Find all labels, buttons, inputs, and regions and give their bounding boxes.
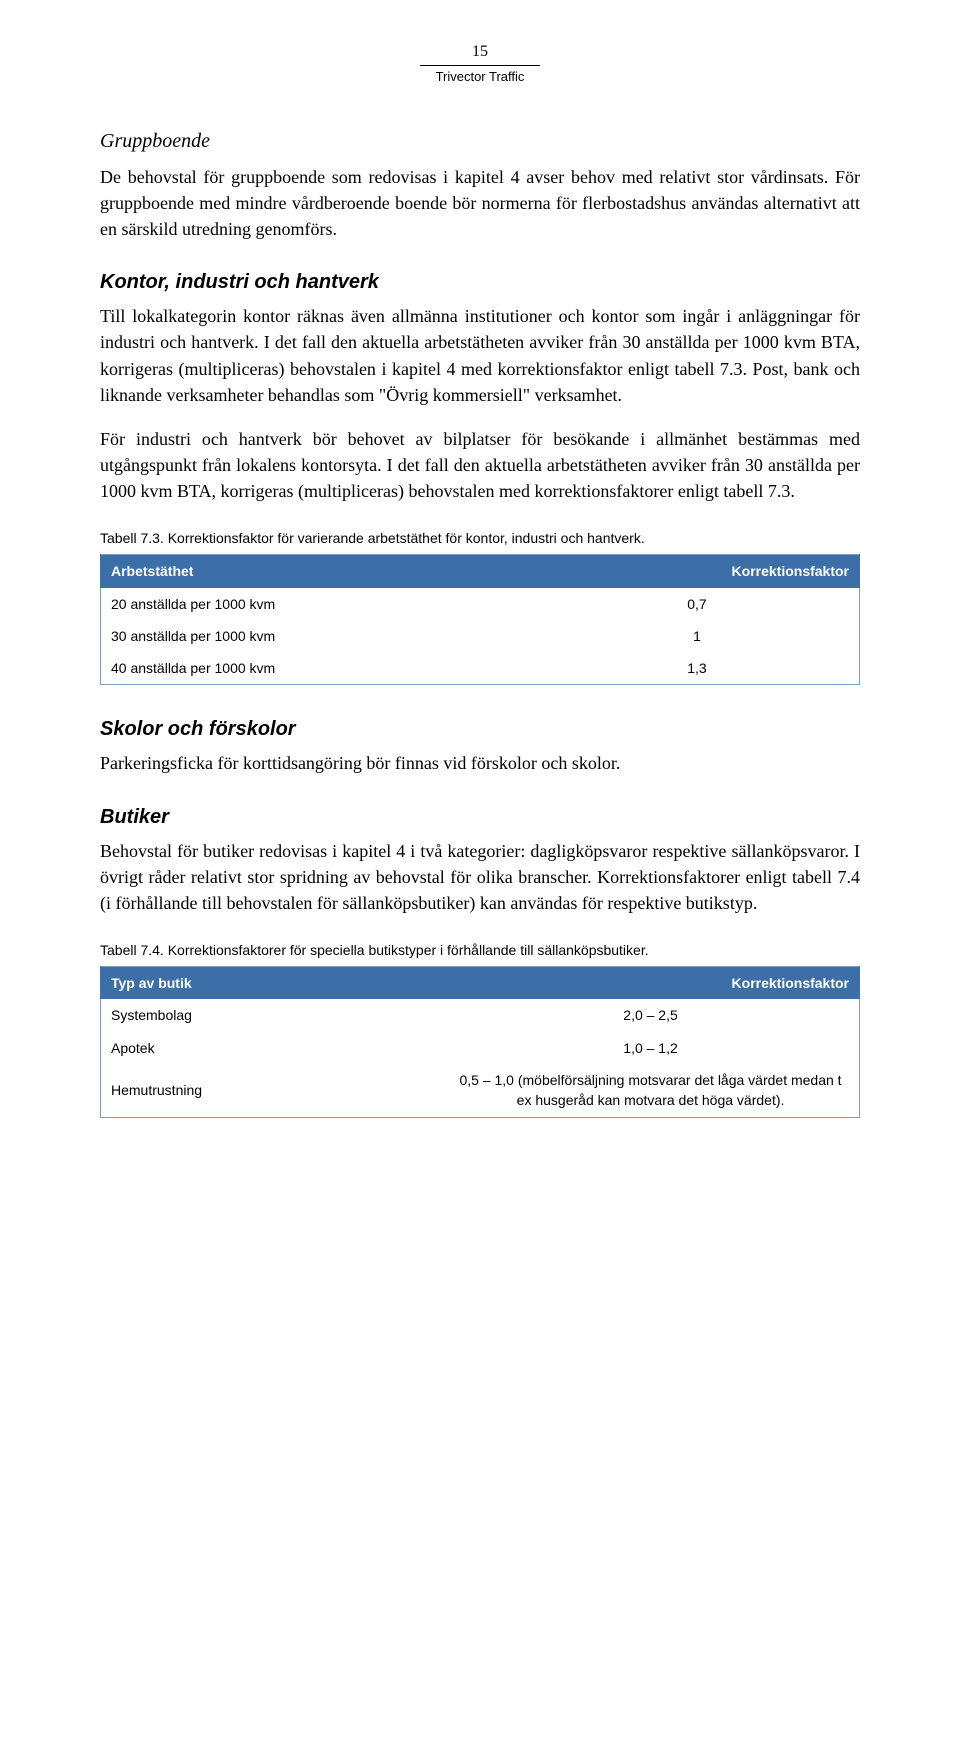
table74-r0-c1: Systembolag (101, 999, 443, 1031)
page-number: 15 (100, 40, 860, 63)
heading-butiker: Butiker (100, 803, 860, 832)
table74-r1-c1: Apotek (101, 1032, 443, 1064)
heading-gruppboende: Gruppboende (100, 127, 860, 156)
table73-r1-c2: 1 (535, 620, 860, 652)
para-butiker-1: Behovstal för butiker redovisas i kapite… (100, 838, 860, 916)
para-kontor-2: För industri och hantverk bör behovet av… (100, 426, 860, 504)
table-73: Arbetstäthet Korrektionsfaktor 20 anstäl… (100, 554, 860, 685)
table74-r0-c2: 2,0 – 2,5 (442, 999, 859, 1031)
heading-kontor: Kontor, industri och hantverk (100, 268, 860, 297)
table-74: Typ av butik Korrektionsfaktor Systembol… (100, 966, 860, 1117)
table73-col1-header: Arbetstäthet (101, 555, 535, 588)
table73-col2-header: Korrektionsfaktor (535, 555, 860, 588)
table74-r2-c2: 0,5 – 1,0 (möbelförsäljning motsvarar de… (442, 1064, 859, 1117)
table-row: Systembolag 2,0 – 2,5 (101, 999, 860, 1031)
para-gruppboende-1: De behovstal för gruppboende som redovis… (100, 164, 860, 242)
table73-r1-c1: 30 anställda per 1000 kvm (101, 620, 535, 652)
table-row: 40 anställda per 1000 kvm 1,3 (101, 652, 860, 685)
table73-r2-c2: 1,3 (535, 652, 860, 685)
brand-divider (420, 65, 540, 66)
table74-col1-header: Typ av butik (101, 967, 443, 1000)
table-row: 20 anställda per 1000 kvm 0,7 (101, 588, 860, 620)
table74-col2-header: Korrektionsfaktor (442, 967, 859, 1000)
para-skolor-1: Parkeringsficka för korttidsangöring bör… (100, 750, 860, 776)
table73-caption: Tabell 7.3. Korrektionsfaktor för varier… (100, 528, 860, 548)
table74-r1-c2: 1,0 – 1,2 (442, 1032, 859, 1064)
heading-skolor: Skolor och förskolor (100, 715, 860, 744)
table74-r2-c1: Hemutrustning (101, 1064, 443, 1117)
table73-r2-c1: 40 anställda per 1000 kvm (101, 652, 535, 685)
table-row: Apotek 1,0 – 1,2 (101, 1032, 860, 1064)
table-row: Hemutrustning 0,5 – 1,0 (möbelförsäljnin… (101, 1064, 860, 1117)
table73-r0-c1: 20 anställda per 1000 kvm (101, 588, 535, 620)
table74-caption: Tabell 7.4. Korrektionsfaktorer för spec… (100, 940, 860, 960)
table73-r0-c2: 0,7 (535, 588, 860, 620)
table-row: 30 anställda per 1000 kvm 1 (101, 620, 860, 652)
brand-label: Trivector Traffic (100, 68, 860, 87)
para-kontor-1: Till lokalkategorin kontor räknas även a… (100, 303, 860, 407)
